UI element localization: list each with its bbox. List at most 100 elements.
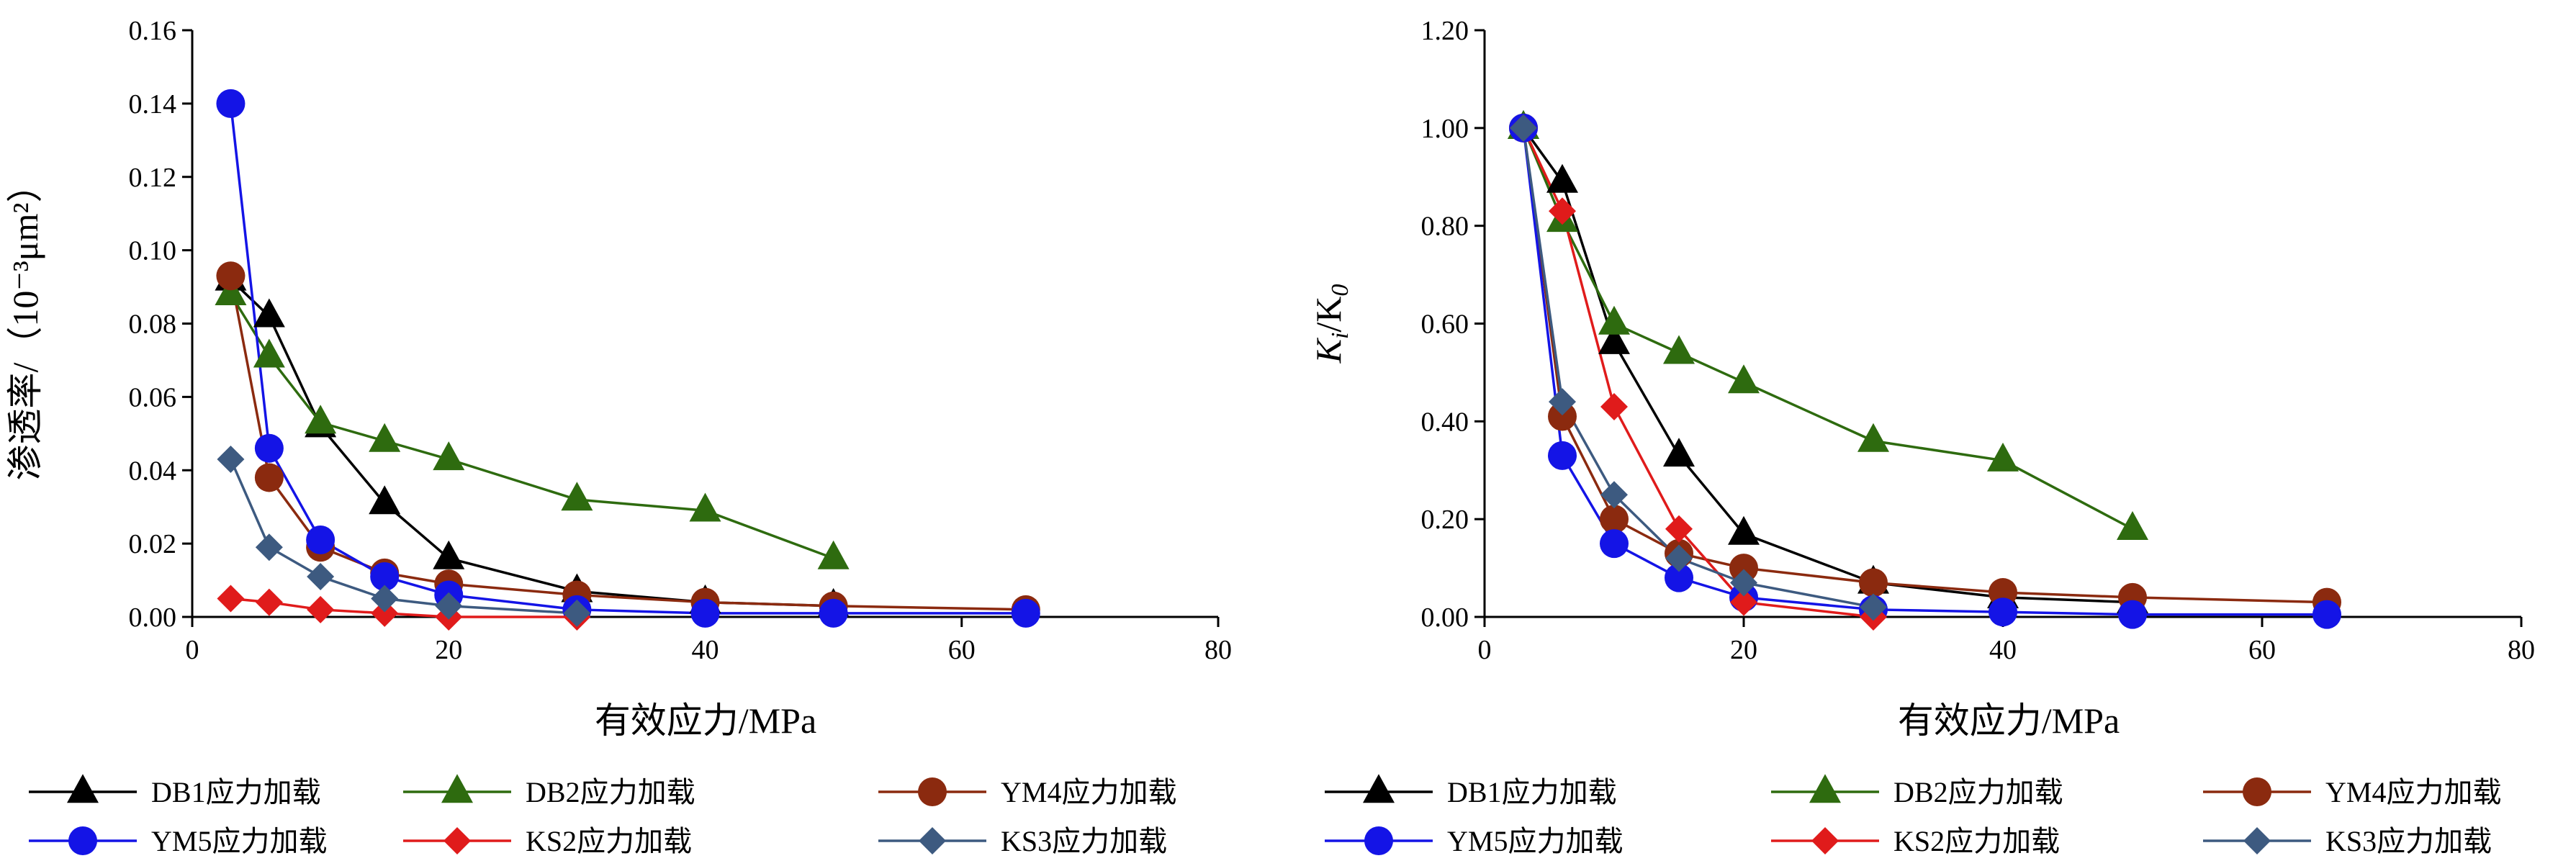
- data-point-ks2: [1549, 197, 1576, 225]
- x-tick-label: 80: [1204, 635, 1232, 665]
- x-tick-label: 40: [692, 635, 719, 665]
- data-point-ym5: [1011, 598, 1040, 628]
- legend-swatch-marker: [2243, 827, 2271, 854]
- data-point-db2: [1598, 305, 1630, 335]
- series-line-ks3: [1522, 127, 1874, 609]
- legend-swatch-marker: [1363, 774, 1395, 803]
- data-point-db2: [1663, 335, 1695, 364]
- data-point-ym4: [1600, 505, 1629, 534]
- legend-label: DB2应力加载: [526, 776, 695, 808]
- y-tick-label: 0.12: [129, 163, 177, 193]
- data-point-ym5: [1665, 563, 1693, 592]
- legend-label: KS3应力加载: [1001, 825, 1167, 857]
- y-tick-label: 0.16: [129, 16, 177, 46]
- legend-label: YM4应力加载: [1001, 776, 1176, 808]
- data-point-ym5: [216, 89, 246, 118]
- series-line-ks3: [229, 459, 577, 615]
- legend-entry-db2: DB2应力加载: [403, 774, 695, 808]
- legend-swatch-marker: [918, 777, 947, 806]
- series-line-ks2: [1522, 127, 1874, 618]
- legend-entry-ks2: KS2应力加载: [403, 825, 692, 857]
- data-point-ks3: [563, 599, 591, 627]
- x-tick-label: 0: [186, 635, 199, 665]
- series-line-db2: [1522, 127, 2133, 531]
- x-tick-label: 80: [2508, 635, 2535, 665]
- data-point-ks3: [1600, 481, 1628, 509]
- data-point-ym5: [254, 433, 284, 463]
- legend-entry-db2: DB2应力加载: [1771, 774, 2063, 808]
- legend-swatch-marker: [67, 774, 99, 803]
- series-line-db2: [229, 293, 834, 560]
- data-point-ks3: [217, 445, 245, 473]
- y-tick-label: 0.60: [1421, 310, 1469, 340]
- x-axis-title: 有效应力/MPa: [1898, 700, 2120, 741]
- legend-swatch-marker: [1364, 826, 1393, 855]
- data-point-db2: [1987, 442, 2019, 472]
- legend-entry-ym4: YM4应力加载: [2203, 776, 2501, 808]
- permeability-chart: 0.00 0.02 0.04 0.06 0.08 0.10 0.12 0.14 0.16 0 20 4…: [5, 16, 1232, 857]
- data-point-ym5: [306, 526, 335, 555]
- series-line-ym5: [229, 103, 1026, 615]
- legend-swatch-marker: [919, 827, 946, 854]
- legend-entry-db1: DB1应力加载: [1325, 774, 1617, 808]
- data-point-ks2: [1665, 515, 1693, 543]
- x-tick-label: 60: [948, 635, 976, 665]
- x-tick-label: 20: [435, 635, 462, 665]
- data-point-db1: [433, 540, 465, 569]
- legend-label: DB1应力加载: [1447, 776, 1617, 808]
- legend-swatch-marker: [443, 827, 471, 854]
- legend-entry-ks3: KS3应力加载: [878, 825, 1167, 857]
- data-point-ym4: [254, 463, 284, 492]
- data-point-db2: [1857, 423, 1889, 452]
- y-tick-label: 0.20: [1421, 505, 1469, 535]
- series-line-ym4: [1522, 127, 2328, 604]
- legend-swatch-marker: [1809, 774, 1841, 803]
- data-point-ym4: [216, 261, 246, 291]
- data-point-db2: [215, 276, 247, 305]
- y-tick-label: 1.00: [1421, 114, 1469, 144]
- data-point-db1: [1598, 325, 1630, 354]
- series-line-ym4: [229, 275, 1026, 611]
- y-axis-title: Ki/K0: [1308, 284, 1354, 364]
- data-point-ks2: [217, 585, 245, 613]
- data-point-db2: [2117, 510, 2148, 540]
- legend-label: YM4应力加载: [2325, 776, 2501, 808]
- data-point-ym5: [1548, 441, 1577, 470]
- legend-label: KS3应力加载: [2325, 825, 2492, 857]
- y-tick-label: 0.02: [129, 529, 177, 559]
- data-point-db2: [561, 482, 593, 511]
- data-point-ym4: [1859, 568, 1888, 597]
- legend-swatch-marker: [441, 774, 473, 803]
- data-point-ks3: [1549, 388, 1576, 416]
- y-axis-title-k: K: [1308, 337, 1348, 364]
- legend-swatch-marker: [68, 826, 97, 855]
- y-tick-label: 0.00: [1421, 603, 1469, 633]
- y-tick-label: 0.06: [129, 382, 177, 412]
- data-point-ym5: [819, 598, 848, 628]
- data-point-ks2: [1600, 392, 1628, 420]
- legend-label: YM5应力加载: [151, 825, 327, 857]
- data-point-db2: [433, 441, 465, 471]
- legend-entry-ym5: YM5应力加载: [29, 825, 327, 857]
- data-point-ym5: [370, 561, 400, 591]
- x-axis-title: 有效应力/MPa: [595, 700, 816, 741]
- data-point-ks2: [371, 599, 399, 627]
- y-tick-label: 0.04: [129, 456, 177, 486]
- y-tick-label: 0.40: [1421, 407, 1469, 437]
- y-tick-label: 1.20: [1421, 16, 1469, 46]
- x-tick-label: 40: [1989, 635, 2017, 665]
- data-point-ym4: [1548, 402, 1577, 431]
- data-point-ks3: [435, 592, 463, 620]
- data-point-ym4: [1729, 554, 1758, 583]
- normalized-permeability-chart: 0.00 0.20 0.40 0.60 0.80 1.00 1.20 0 20 40 60 80 有效应…: [1308, 16, 2535, 857]
- data-point-db1: [253, 298, 285, 328]
- legend-entry-ks3: KS3应力加载: [2203, 825, 2492, 857]
- data-point-ks2: [307, 595, 335, 623]
- data-point-ks2: [1730, 588, 1757, 616]
- data-point-ks3: [1510, 114, 1537, 142]
- y-axis-title: 渗透率/（10⁻³μm²）: [5, 167, 45, 481]
- legend-label: KS2应力加载: [1893, 825, 2060, 857]
- data-point-db1: [1728, 515, 1760, 545]
- data-point-db2: [253, 338, 285, 368]
- data-point-db2: [305, 405, 337, 434]
